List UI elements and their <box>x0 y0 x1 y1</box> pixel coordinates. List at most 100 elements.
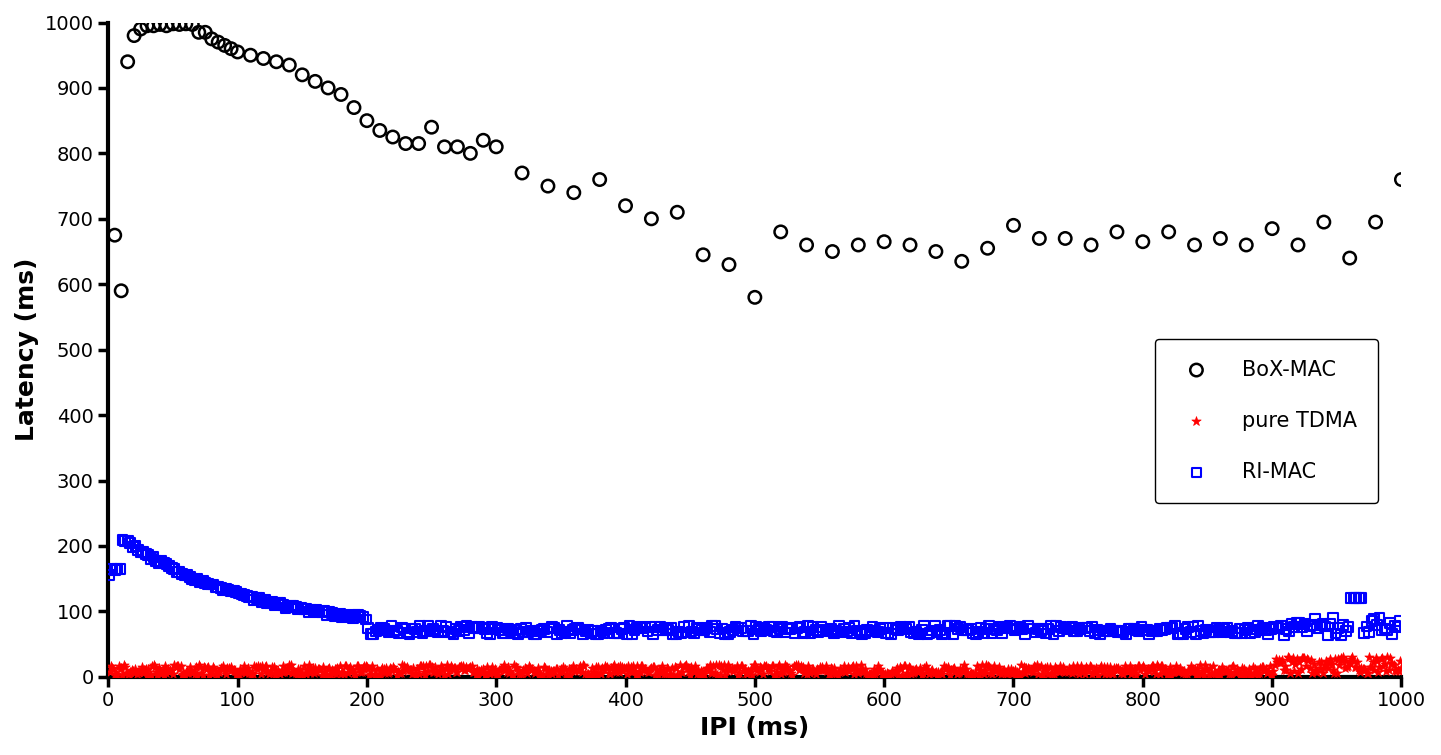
pure TDMA <box>677 666 700 678</box>
RI-MAC <box>768 623 791 635</box>
RI-MAC <box>999 621 1022 633</box>
pure TDMA <box>980 667 1003 680</box>
pure TDMA <box>268 667 291 680</box>
pure TDMA <box>710 660 733 672</box>
pure TDMA <box>898 661 921 673</box>
RI-MAC <box>947 623 970 635</box>
pure TDMA <box>1013 667 1036 679</box>
pure TDMA <box>1088 664 1111 676</box>
pure TDMA <box>406 663 429 675</box>
pure TDMA <box>571 665 594 677</box>
RI-MAC <box>1087 624 1110 636</box>
RI-MAC <box>342 612 365 624</box>
pure TDMA <box>395 661 418 673</box>
RI-MAC <box>470 622 493 634</box>
pure TDMA <box>888 661 911 673</box>
pure TDMA <box>978 667 1001 679</box>
RI-MAC <box>440 627 463 639</box>
pure TDMA <box>180 666 203 678</box>
RI-MAC <box>775 623 798 635</box>
RI-MAC <box>228 587 251 599</box>
pure TDMA <box>778 665 801 677</box>
pure TDMA <box>846 664 869 676</box>
pure TDMA <box>614 661 637 673</box>
pure TDMA <box>1112 660 1136 672</box>
RI-MAC <box>791 627 814 639</box>
RI-MAC <box>525 627 548 639</box>
pure TDMA <box>1038 661 1061 673</box>
pure TDMA <box>330 668 353 680</box>
pure TDMA <box>735 667 758 679</box>
pure TDMA <box>308 664 331 676</box>
RI-MAC <box>915 628 938 640</box>
pure TDMA <box>548 666 571 678</box>
pure TDMA <box>264 670 287 682</box>
pure TDMA <box>269 666 293 678</box>
pure TDMA <box>360 660 383 672</box>
pure TDMA <box>344 660 367 672</box>
RI-MAC <box>458 627 481 639</box>
pure TDMA <box>317 664 340 676</box>
RI-MAC <box>879 628 902 640</box>
RI-MAC <box>1172 628 1195 640</box>
pure TDMA <box>232 660 255 672</box>
RI-MAC <box>543 621 566 633</box>
pure TDMA <box>281 667 304 679</box>
pure TDMA <box>837 665 860 677</box>
pure TDMA <box>563 665 586 677</box>
RI-MAC <box>1353 627 1376 639</box>
RI-MAC <box>657 624 680 636</box>
RI-MAC <box>723 621 746 633</box>
pure TDMA <box>536 668 559 680</box>
RI-MAC <box>391 621 414 633</box>
pure TDMA <box>190 667 213 680</box>
pure TDMA <box>1147 661 1170 673</box>
BoX-MAC <box>226 46 249 58</box>
pure TDMA <box>976 661 999 673</box>
pure TDMA <box>1252 665 1275 677</box>
RI-MAC <box>605 627 628 639</box>
BoX-MAC <box>167 18 190 30</box>
pure TDMA <box>137 663 160 675</box>
pure TDMA <box>1360 661 1383 673</box>
pure TDMA <box>1254 663 1277 675</box>
pure TDMA <box>1019 664 1042 676</box>
pure TDMA <box>617 660 640 672</box>
RI-MAC <box>931 628 954 640</box>
RI-MAC <box>231 587 254 599</box>
pure TDMA <box>244 661 267 673</box>
pure TDMA <box>1228 669 1251 681</box>
pure TDMA <box>220 664 244 676</box>
pure TDMA <box>454 664 477 676</box>
pure TDMA <box>676 661 699 673</box>
pure TDMA <box>467 669 490 681</box>
RI-MAC <box>170 568 193 580</box>
pure TDMA <box>546 663 569 675</box>
RI-MAC <box>1221 625 1244 637</box>
RI-MAC <box>1003 624 1026 636</box>
RI-MAC <box>1334 625 1357 637</box>
BoX-MAC <box>291 69 314 81</box>
pure TDMA <box>419 659 442 671</box>
RI-MAC <box>284 601 307 613</box>
pure TDMA <box>184 661 208 673</box>
BoX-MAC <box>317 82 340 94</box>
pure TDMA <box>633 664 656 676</box>
RI-MAC <box>1094 625 1117 637</box>
pure TDMA <box>496 666 519 678</box>
pure TDMA <box>1066 663 1089 675</box>
pure TDMA <box>635 667 659 679</box>
RI-MAC <box>1042 628 1065 640</box>
pure TDMA <box>265 664 288 676</box>
pure TDMA <box>673 660 696 672</box>
pure TDMA <box>542 665 565 677</box>
pure TDMA <box>1267 655 1290 667</box>
BoX-MAC <box>1053 233 1076 245</box>
RI-MAC <box>618 621 641 633</box>
pure TDMA <box>800 662 823 674</box>
pure TDMA <box>929 666 953 678</box>
pure TDMA <box>170 669 193 681</box>
pure TDMA <box>343 667 366 679</box>
RI-MAC <box>267 596 290 609</box>
RI-MAC <box>574 625 597 637</box>
